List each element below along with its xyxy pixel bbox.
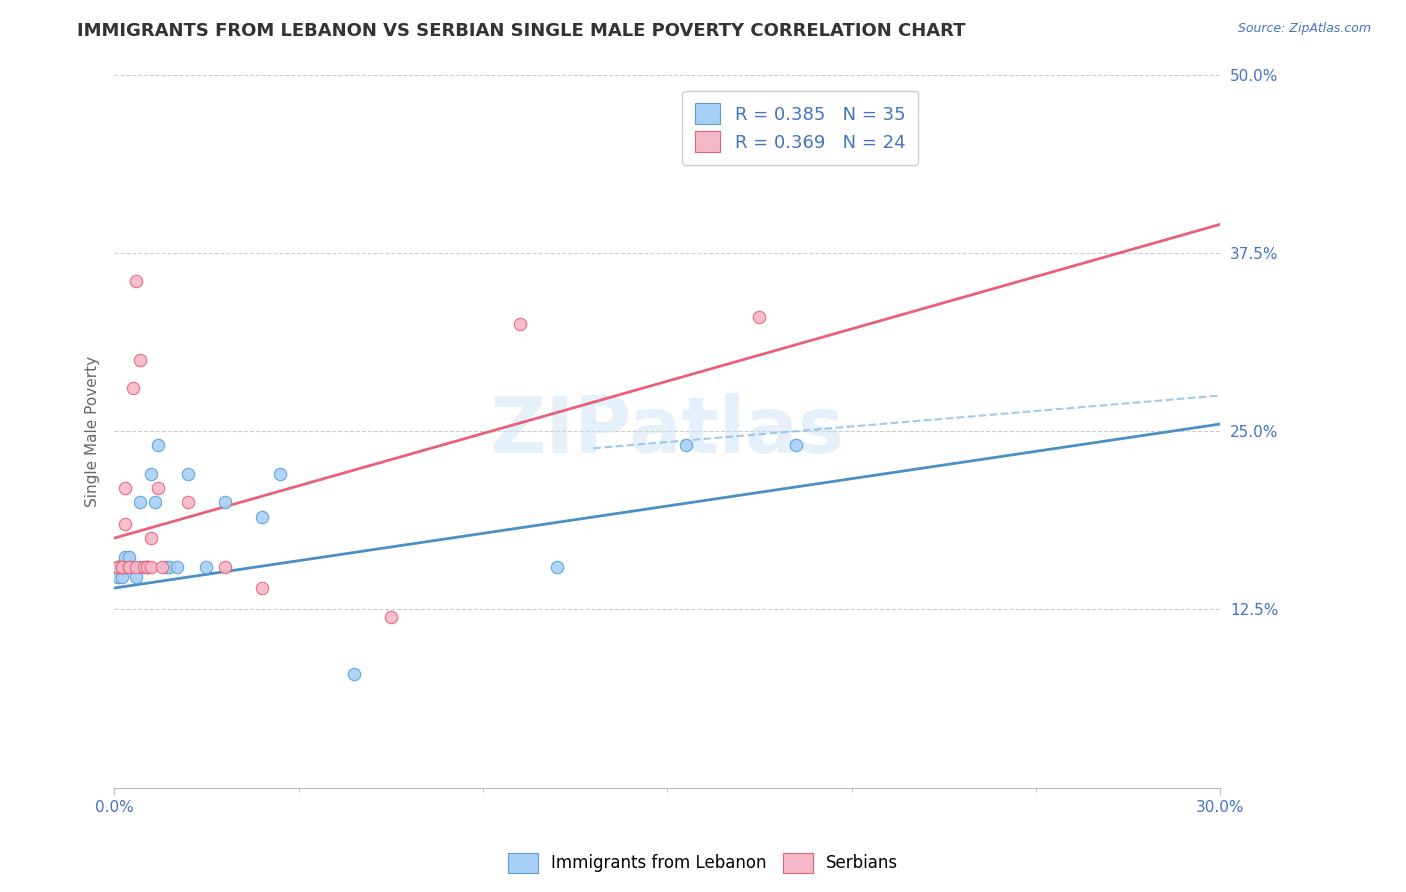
Point — [110, 559, 132, 574]
Point — [139, 467, 162, 481]
Point — [107, 559, 129, 574]
Point — [214, 559, 236, 574]
Point — [139, 559, 162, 574]
Point — [136, 559, 159, 574]
Point — [110, 569, 132, 583]
Point — [110, 559, 132, 574]
Point — [129, 559, 152, 574]
Point — [114, 559, 136, 574]
Point — [118, 559, 141, 574]
Point — [107, 569, 129, 583]
Point — [136, 559, 159, 574]
Point — [785, 438, 807, 452]
Point — [177, 495, 200, 509]
Point — [546, 559, 568, 574]
Legend: Immigrants from Lebanon, Serbians: Immigrants from Lebanon, Serbians — [501, 847, 905, 880]
Text: Source: ZipAtlas.com: Source: ZipAtlas.com — [1237, 22, 1371, 36]
Point — [118, 549, 141, 564]
Point — [195, 559, 218, 574]
Point — [110, 559, 132, 574]
Point — [159, 559, 181, 574]
Point — [107, 559, 129, 574]
Point — [121, 381, 143, 395]
Point — [269, 467, 291, 481]
Point — [214, 495, 236, 509]
Point — [148, 438, 170, 452]
Point — [107, 559, 129, 574]
Point — [155, 559, 177, 574]
Point — [110, 559, 132, 574]
Point — [675, 438, 697, 452]
Point — [107, 569, 129, 583]
Point — [114, 481, 136, 495]
Point — [139, 531, 162, 545]
Point — [125, 559, 148, 574]
Point — [250, 509, 273, 524]
Point — [114, 559, 136, 574]
Point — [114, 549, 136, 564]
Point — [118, 559, 141, 574]
Point — [129, 352, 152, 367]
Point — [250, 581, 273, 595]
Point — [107, 559, 129, 574]
Point — [148, 481, 170, 495]
Point — [136, 559, 159, 574]
Y-axis label: Single Male Poverty: Single Male Poverty — [86, 356, 100, 507]
Point — [380, 609, 402, 624]
Point — [509, 317, 531, 331]
Point — [132, 559, 155, 574]
Point — [118, 559, 141, 574]
Legend: R = 0.385   N = 35, R = 0.369   N = 24: R = 0.385 N = 35, R = 0.369 N = 24 — [682, 91, 918, 165]
Point — [748, 310, 770, 324]
Point — [143, 495, 166, 509]
Point — [125, 274, 148, 288]
Point — [125, 569, 148, 583]
Point — [121, 559, 143, 574]
Point — [177, 467, 200, 481]
Text: ZIPatlas: ZIPatlas — [489, 393, 845, 469]
Point — [114, 516, 136, 531]
Point — [129, 495, 152, 509]
Text: IMMIGRANTS FROM LEBANON VS SERBIAN SINGLE MALE POVERTY CORRELATION CHART: IMMIGRANTS FROM LEBANON VS SERBIAN SINGL… — [77, 22, 966, 40]
Point — [343, 666, 366, 681]
Point — [107, 559, 129, 574]
Point — [166, 559, 188, 574]
Point — [150, 559, 173, 574]
Point — [121, 559, 143, 574]
